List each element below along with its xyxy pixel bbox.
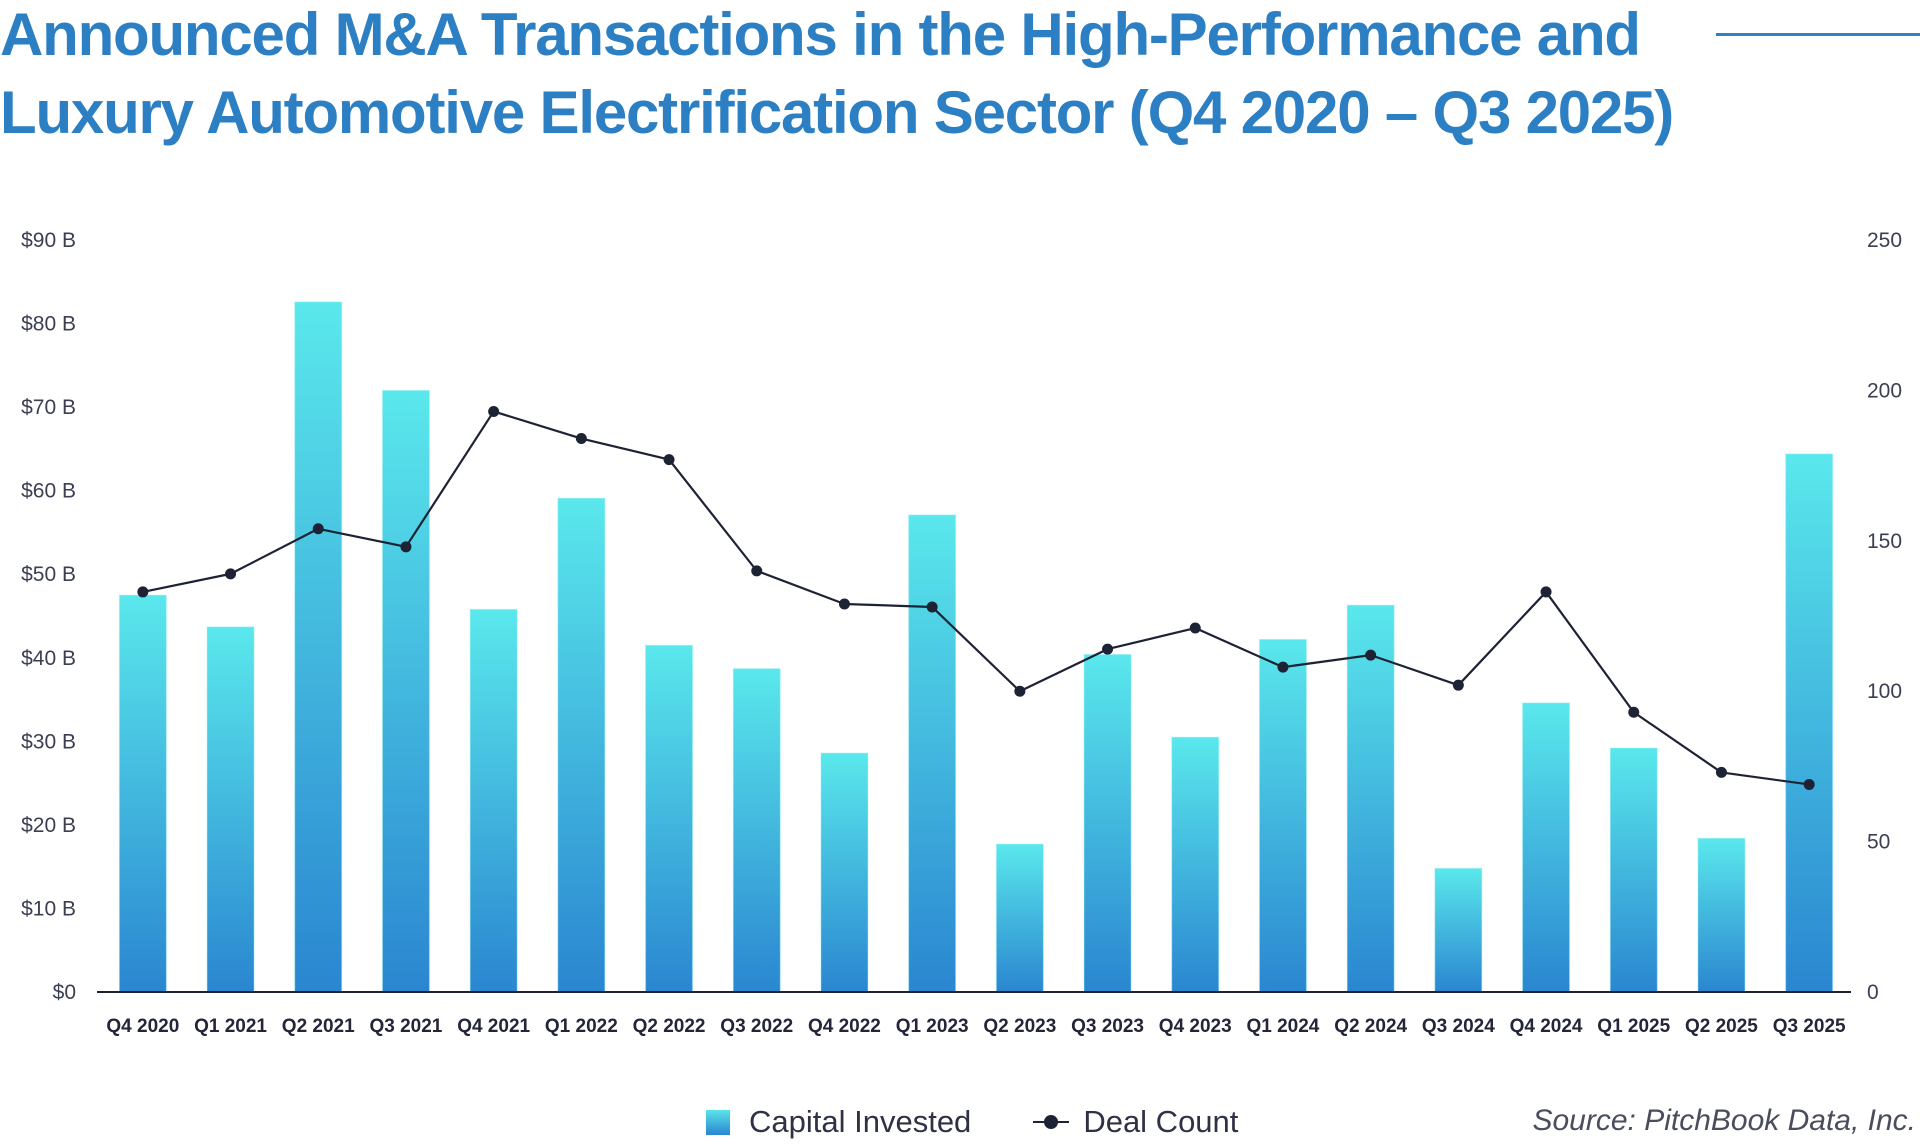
y-tick-label: $0	[53, 981, 76, 1004]
point-deal-count	[838, 598, 850, 610]
y-axis-right: 0 50 100 150 200 250	[1867, 229, 1902, 1004]
legend: Capital Invested Deal Count	[706, 1104, 1300, 1140]
y-tick-label: $90 B	[21, 229, 76, 252]
point-deal-count	[312, 523, 324, 535]
x-tick-label: Q1 2023	[896, 1016, 969, 1037]
bar-capital-invested	[908, 514, 957, 993]
legend-item-deal-count: Deal Count	[1033, 1104, 1238, 1140]
x-tick-label: Q3 2025	[1773, 1016, 1846, 1037]
bar-capital-invested	[1609, 747, 1658, 993]
bar-series-capital-invested	[118, 301, 1834, 993]
source-note: Source: PitchBook Data, Inc.	[1532, 1104, 1916, 1137]
point-deal-count	[400, 541, 412, 553]
bar-swatch-icon	[706, 1109, 730, 1135]
bar-capital-invested	[118, 594, 167, 993]
bar-capital-invested	[732, 668, 781, 993]
y-tick-label: $60 B	[21, 480, 76, 503]
y-tick-label: $20 B	[21, 814, 76, 837]
x-tick-label: Q2 2022	[633, 1016, 706, 1037]
chart-title: Announced M&A Transactions in the High-P…	[0, 0, 1900, 152]
bar-capital-invested	[557, 497, 606, 993]
chart-title-line-2: Luxury Automotive Electrification Sector…	[0, 79, 1674, 146]
point-deal-count	[1365, 649, 1377, 661]
point-deal-count	[926, 601, 938, 613]
line-series-deal-count	[137, 405, 1815, 790]
x-tick-label: Q4 2020	[106, 1016, 179, 1037]
point-deal-count	[1102, 643, 1114, 655]
y2-tick-label: 150	[1867, 530, 1902, 553]
point-deal-count	[1803, 778, 1815, 790]
x-tick-label: Q3 2024	[1422, 1016, 1495, 1037]
bar-capital-invested	[1434, 867, 1483, 993]
y-tick-label: $40 B	[21, 647, 76, 670]
y-tick-label: $50 B	[21, 563, 76, 586]
x-tick-label: Q4 2022	[808, 1016, 881, 1037]
bar-capital-invested	[294, 301, 343, 993]
point-deal-count	[1715, 766, 1727, 778]
bar-capital-invested	[645, 644, 694, 993]
x-tick-label: Q1 2025	[1597, 1016, 1670, 1037]
title-rule	[1716, 33, 1920, 36]
x-tick-label: Q1 2024	[1246, 1016, 1319, 1037]
bar-capital-invested	[381, 389, 430, 993]
bar-capital-invested	[1697, 837, 1746, 993]
line-deal-count	[142, 410, 1810, 786]
point-deal-count	[488, 405, 500, 417]
y2-tick-label: 250	[1867, 229, 1902, 252]
point-deal-count	[1628, 706, 1640, 718]
x-tick-label: Q3 2023	[1071, 1016, 1144, 1037]
legend-label-deal-count: Deal Count	[1083, 1104, 1239, 1139]
bar-capital-invested	[1346, 604, 1395, 993]
y2-tick-label: 0	[1867, 981, 1879, 1004]
bar-capital-invested	[1258, 638, 1307, 993]
point-deal-count	[1189, 622, 1201, 634]
point-deal-count	[751, 565, 763, 577]
x-tick-label: Q2 2024	[1334, 1016, 1407, 1037]
bar-capital-invested	[206, 626, 255, 993]
point-deal-count	[1014, 685, 1026, 697]
y2-tick-label: 100	[1867, 680, 1902, 703]
x-tick-label: Q4 2023	[1159, 1016, 1232, 1037]
chart-title-line-1: Announced M&A Transactions in the High-P…	[0, 1, 1641, 68]
y-tick-label: $30 B	[21, 730, 76, 753]
bar-capital-invested	[469, 608, 518, 993]
point-deal-count	[1540, 586, 1552, 598]
y-tick-label: $10 B	[21, 897, 76, 920]
x-tick-label: Q2 2025	[1685, 1016, 1758, 1037]
point-deal-count	[663, 454, 675, 466]
y-axis-left: $0 $10 B $20 B $30 B $40 B $50 B $60 B $70 B $80…	[21, 229, 76, 1004]
bar-capital-invested	[820, 752, 869, 993]
x-tick-label: Q2 2021	[282, 1016, 355, 1037]
bar-capital-invested	[1522, 702, 1571, 993]
x-tick-label: Q4 2021	[457, 1016, 530, 1037]
legend-label-capital-invested: Capital Invested	[749, 1104, 972, 1139]
y2-tick-label: 50	[1867, 831, 1890, 854]
y-tick-label: $80 B	[21, 313, 76, 336]
y2-tick-label: 200	[1867, 379, 1902, 402]
x-tick-label: Q3 2021	[369, 1016, 442, 1037]
x-tick-label: Q1 2021	[194, 1016, 267, 1037]
line-marker-icon	[1033, 1112, 1070, 1132]
point-deal-count	[225, 568, 237, 580]
y-tick-label: $70 B	[21, 396, 76, 419]
bar-capital-invested	[995, 843, 1044, 993]
bar-capital-invested	[1171, 736, 1220, 993]
point-deal-count	[137, 586, 149, 598]
bar-capital-invested	[1083, 653, 1132, 993]
point-deal-count	[1277, 661, 1289, 673]
point-deal-count	[1452, 679, 1464, 691]
legend-item-capital-invested: Capital Invested	[706, 1104, 971, 1140]
x-tick-label: Q4 2024	[1510, 1016, 1583, 1037]
point-deal-count	[575, 433, 587, 445]
x-tick-label: Q1 2022	[545, 1016, 618, 1037]
x-tick-label: Q2 2023	[983, 1016, 1056, 1037]
x-tick-label: Q3 2022	[720, 1016, 793, 1037]
bar-capital-invested	[1785, 453, 1834, 993]
x-axis: Q4 2020 Q1 2021 Q2 2021 Q3 2021 Q4 2021 Q1 20…	[106, 1016, 1846, 1037]
